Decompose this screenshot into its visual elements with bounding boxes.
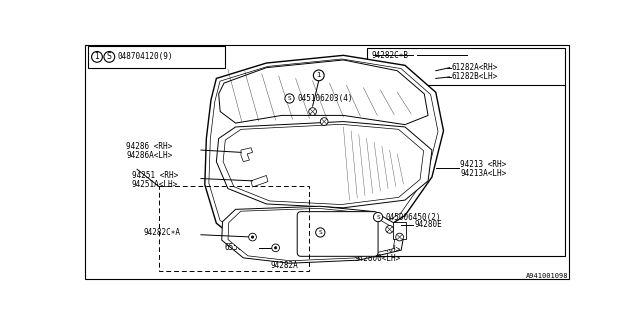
Circle shape	[104, 52, 115, 62]
Text: 65585J: 65585J	[224, 243, 252, 252]
Text: 61282B<LH>: 61282B<LH>	[451, 72, 497, 81]
Text: 61282A<RH>: 61282A<RH>	[451, 63, 497, 72]
Bar	[367, 48, 565, 256]
Text: 045006450(2): 045006450(2)	[386, 212, 441, 221]
Polygon shape	[251, 175, 268, 187]
Text: 94282C∗A: 94282C∗A	[143, 228, 180, 237]
Circle shape	[272, 244, 280, 252]
Text: 1: 1	[317, 72, 321, 78]
Polygon shape	[209, 59, 438, 248]
Text: 94286 <RH>: 94286 <RH>	[126, 142, 173, 151]
Text: 94282A: 94282A	[270, 261, 298, 270]
Text: 94286A<LH>: 94286A<LH>	[126, 151, 173, 160]
Text: S: S	[107, 52, 112, 61]
Circle shape	[373, 212, 383, 222]
Polygon shape	[241, 148, 253, 162]
Circle shape	[308, 108, 316, 116]
Polygon shape	[216, 122, 432, 208]
Text: 942800<LH>: 942800<LH>	[355, 254, 401, 263]
Bar	[394, 222, 406, 239]
Circle shape	[275, 247, 276, 249]
Text: 94251 <RH>: 94251 <RH>	[132, 171, 178, 180]
Text: 94213A<LH>: 94213A<LH>	[460, 169, 507, 179]
Text: 94213 <RH>: 94213 <RH>	[460, 160, 507, 169]
FancyBboxPatch shape	[297, 212, 378, 256]
Polygon shape	[219, 60, 428, 124]
Polygon shape	[228, 208, 397, 261]
Circle shape	[386, 226, 394, 233]
Bar	[88, 46, 225, 68]
Polygon shape	[221, 206, 405, 263]
Text: 045106203(4): 045106203(4)	[297, 94, 353, 103]
Circle shape	[252, 236, 253, 238]
Polygon shape	[223, 124, 424, 204]
Text: S: S	[319, 230, 322, 235]
Text: 1: 1	[95, 52, 99, 61]
Text: S: S	[287, 96, 291, 101]
Text: 94282C∗B: 94282C∗B	[371, 51, 408, 60]
Text: 94251A<LH>: 94251A<LH>	[132, 180, 178, 189]
Circle shape	[316, 228, 325, 237]
Text: 048704120(9): 048704120(9)	[117, 52, 173, 61]
Text: 94280E: 94280E	[414, 220, 442, 229]
Circle shape	[249, 233, 257, 241]
Text: A941001098: A941001098	[525, 273, 568, 279]
Bar	[159, 186, 308, 271]
Text: S: S	[376, 214, 380, 220]
Circle shape	[92, 52, 102, 62]
Circle shape	[285, 94, 294, 103]
Circle shape	[396, 233, 403, 241]
Circle shape	[314, 70, 324, 81]
Text: 045106203(4): 045106203(4)	[328, 228, 383, 237]
Circle shape	[320, 118, 328, 125]
Text: 94280P<RH>: 94280P<RH>	[355, 245, 401, 254]
Polygon shape	[205, 55, 444, 252]
